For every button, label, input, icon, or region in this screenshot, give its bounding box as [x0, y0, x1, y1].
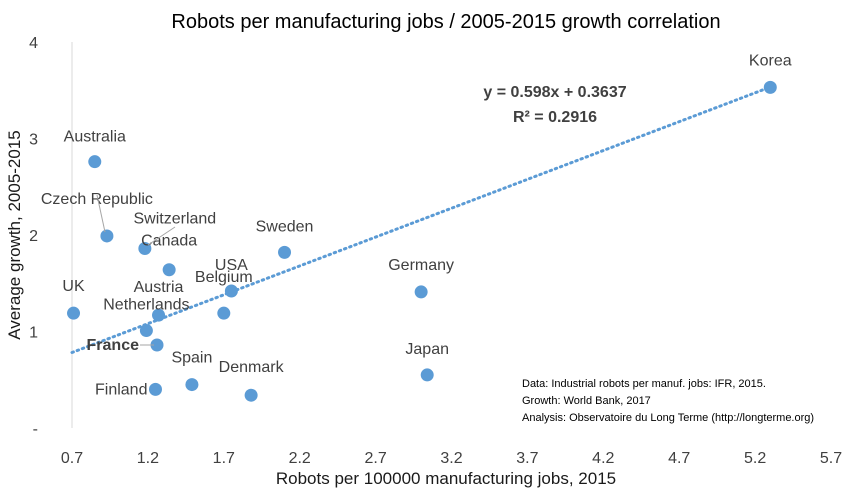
label-czech-republic: Czech Republic [41, 191, 153, 208]
x-tick-labels: 0.7 1.2 1.7 2.2 2.7 3.2 3.7 4.2 4.7 5.2 5.7 [61, 450, 842, 467]
point-australia [88, 155, 102, 169]
point-netherlands [139, 324, 153, 338]
trendline-r-squared: R² = 0.2916 [513, 109, 597, 126]
point-france [150, 338, 164, 352]
label-usa: USA [215, 257, 248, 274]
x-tick-2-2: 2.2 [289, 450, 311, 467]
x-tick-0-7: 0.7 [61, 450, 83, 467]
label-spain: Spain [171, 350, 212, 367]
y-tick-2: 2 [29, 228, 38, 245]
label-denmark: Denmark [219, 359, 285, 376]
x-tick-4-2: 4.2 [592, 450, 614, 467]
label-canada: Canada [141, 233, 197, 250]
y-tick-4: 4 [29, 35, 38, 52]
point-sweden [278, 245, 292, 259]
note-analysis: Analysis: Observatoire du Long Terme (ht… [522, 412, 814, 424]
label-australia: Australia [64, 129, 126, 146]
y-tick-labels: - 1 2 3 4 [29, 35, 38, 438]
x-tick-4-7: 4.7 [668, 450, 690, 467]
point-belgium [217, 306, 231, 320]
label-uk: UK [62, 278, 85, 295]
label-austria: Austria [134, 279, 184, 296]
label-france: France [87, 337, 140, 354]
note-data-source: Data: Industrial robots per manuf. jobs:… [522, 378, 766, 390]
trendline-equation: y = 0.598x + 0.3637 [483, 84, 626, 101]
point-germany [414, 285, 428, 299]
point-spain [185, 378, 199, 392]
label-finland: Finland [95, 381, 147, 398]
trendline [70, 85, 772, 355]
y-tick-3: 3 [29, 132, 38, 149]
label-japan: Japan [405, 341, 449, 358]
y-axis-title: Average growth, 2005-2015 [5, 130, 24, 340]
x-tick-3-7: 3.7 [516, 450, 538, 467]
note-growth-source: Growth: World Bank, 2017 [522, 395, 651, 407]
chart-title: Robots per manufacturing jobs / 2005-201… [171, 11, 720, 33]
leader-czech-republic [96, 194, 106, 233]
y-tick-1: 1 [29, 325, 38, 342]
point-uk [67, 306, 81, 320]
label-netherlands: Netherlands [103, 297, 189, 314]
leader-switzerland [147, 226, 176, 246]
point-switzerland [138, 242, 152, 256]
label-belgium: Belgium [195, 269, 253, 286]
point-finland [148, 382, 162, 396]
point-japan [420, 368, 434, 382]
point-usa [224, 284, 238, 298]
x-tick-1-7: 1.7 [213, 450, 235, 467]
y-tick-zero: - [33, 421, 38, 438]
point-canada [162, 263, 176, 277]
data-labels: Korea Australia Czech Republic Switzerland C… [41, 52, 792, 398]
label-germany: Germany [388, 257, 454, 274]
point-czech-republic [100, 229, 114, 243]
point-korea [763, 80, 777, 94]
label-korea: Korea [749, 52, 792, 69]
data-points [67, 80, 777, 402]
label-sweden: Sweden [256, 218, 314, 235]
point-denmark [244, 388, 258, 402]
x-tick-2-7: 2.7 [364, 450, 386, 467]
x-tick-5-7: 5.7 [820, 450, 842, 467]
label-switzerland: Switzerland [134, 211, 217, 228]
point-austria [152, 308, 166, 322]
x-tick-3-2: 3.2 [440, 450, 462, 467]
x-tick-1-2: 1.2 [137, 450, 159, 467]
x-axis-title: Robots per 100000 manufacturing jobs, 20… [276, 469, 616, 488]
x-tick-5-2: 5.2 [744, 450, 766, 467]
